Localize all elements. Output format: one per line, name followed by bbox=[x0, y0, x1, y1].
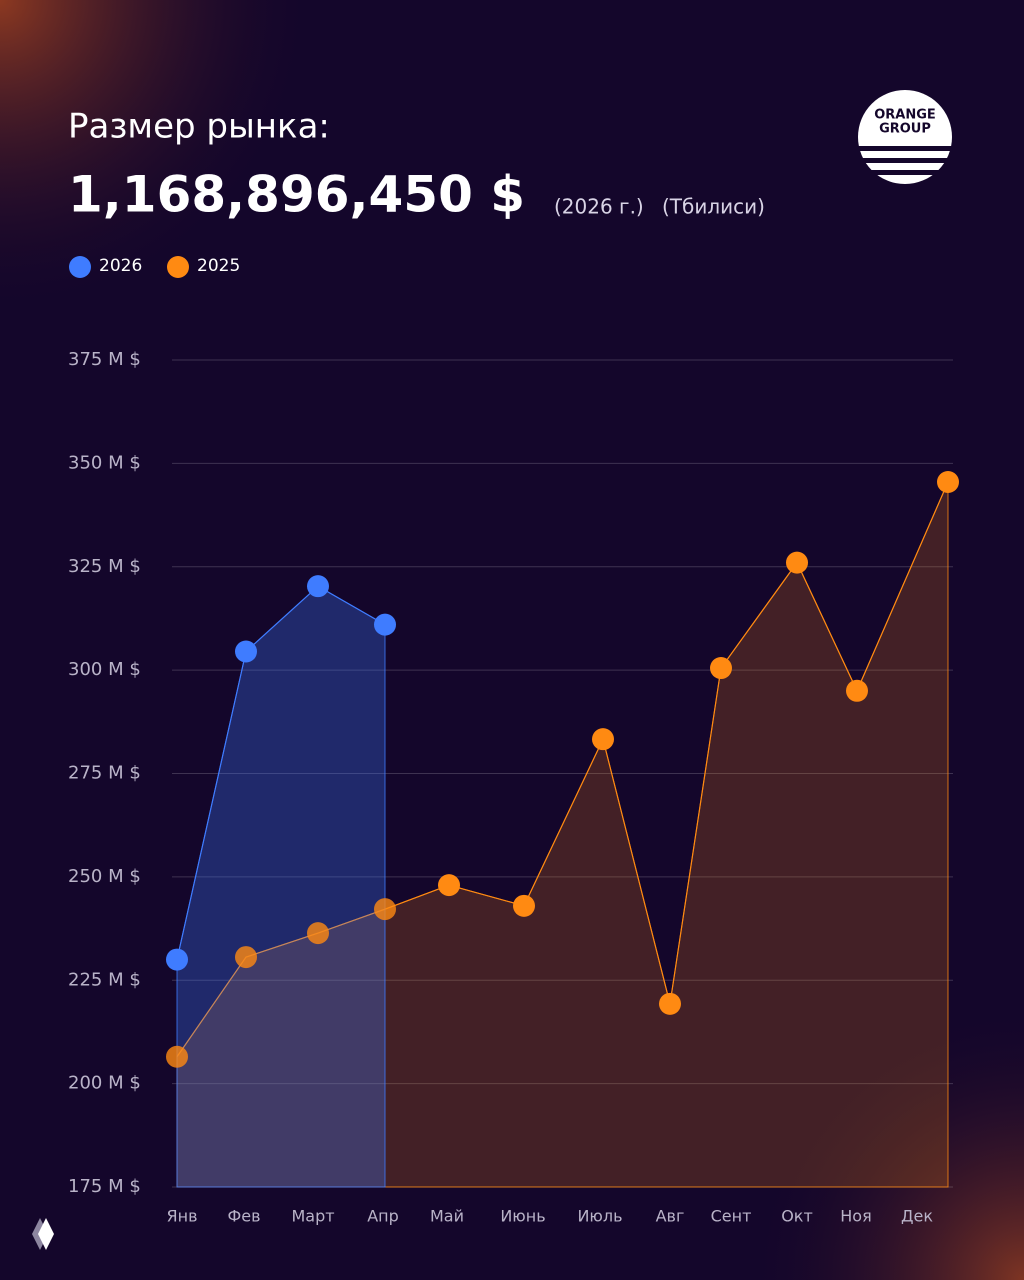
x-tick-label: Янв bbox=[166, 1207, 197, 1226]
legend-marker bbox=[69, 256, 91, 278]
legend-label: 2025 bbox=[197, 256, 240, 276]
y-tick-label: 300 M $ bbox=[68, 659, 141, 680]
x-tick-label: Март bbox=[291, 1207, 334, 1226]
chart-subtitle: 1,168,896,450 $ bbox=[68, 166, 525, 224]
x-tick-label: Ноя bbox=[840, 1207, 871, 1226]
y-tick-label: 225 M $ bbox=[68, 969, 141, 990]
point bbox=[374, 898, 396, 921]
background-glow bbox=[744, 1000, 1024, 1280]
point bbox=[374, 613, 396, 636]
point bbox=[846, 679, 868, 702]
annotation: (Тбилиси) bbox=[662, 195, 765, 219]
point bbox=[786, 551, 808, 574]
logo-text: GROUP bbox=[879, 122, 931, 137]
y-tick-label: 250 M $ bbox=[68, 866, 141, 887]
y-tick-label: 375 M $ bbox=[68, 349, 141, 370]
x-tick-label: Сент bbox=[711, 1207, 752, 1226]
chart-title: Размер рынка: bbox=[68, 107, 330, 147]
logo-text: ORANGE bbox=[874, 108, 936, 123]
icon-shape bbox=[38, 1218, 54, 1250]
point bbox=[307, 922, 329, 945]
logo-stripe bbox=[860, 158, 950, 163]
point bbox=[592, 728, 614, 751]
y-tick-label: 275 M $ bbox=[68, 763, 141, 784]
x-tick-label: Апр bbox=[367, 1207, 399, 1226]
logo-circle bbox=[858, 90, 952, 184]
x-tick-label: Июль bbox=[577, 1207, 622, 1226]
point bbox=[235, 640, 257, 663]
legend-label: 2026 bbox=[99, 256, 142, 276]
x-tick-label: Фев bbox=[227, 1207, 260, 1226]
legend-marker bbox=[167, 256, 189, 278]
point bbox=[438, 874, 460, 897]
logo: ORANGE GROUP bbox=[858, 90, 952, 184]
point bbox=[710, 657, 732, 680]
logo-stripe bbox=[866, 170, 944, 175]
y-tick-label: 175 M $ bbox=[68, 1176, 141, 1197]
logo-stripe bbox=[858, 146, 952, 151]
line bbox=[176, 481, 949, 1058]
x-tick-label: Авг bbox=[656, 1207, 685, 1226]
annotation: (2026 г.) bbox=[554, 195, 644, 219]
line bbox=[176, 585, 386, 960]
x-tick-label: Июнь bbox=[500, 1207, 545, 1226]
point bbox=[937, 470, 959, 493]
x-tick-label: Окт bbox=[781, 1207, 813, 1226]
point bbox=[659, 992, 681, 1015]
point bbox=[235, 946, 257, 969]
corner-icon bbox=[32, 1218, 54, 1250]
y-tick-label: 350 M $ bbox=[68, 452, 141, 473]
point bbox=[307, 575, 329, 598]
background-glow bbox=[0, 0, 320, 320]
x-tick-label: Май bbox=[430, 1207, 464, 1226]
point bbox=[166, 1045, 188, 1068]
point bbox=[513, 894, 535, 917]
y-tick-label: 325 M $ bbox=[68, 556, 141, 577]
x-tick-label: Дек bbox=[901, 1207, 933, 1226]
y-tick-label: 200 M $ bbox=[68, 1073, 141, 1094]
point bbox=[166, 948, 188, 971]
